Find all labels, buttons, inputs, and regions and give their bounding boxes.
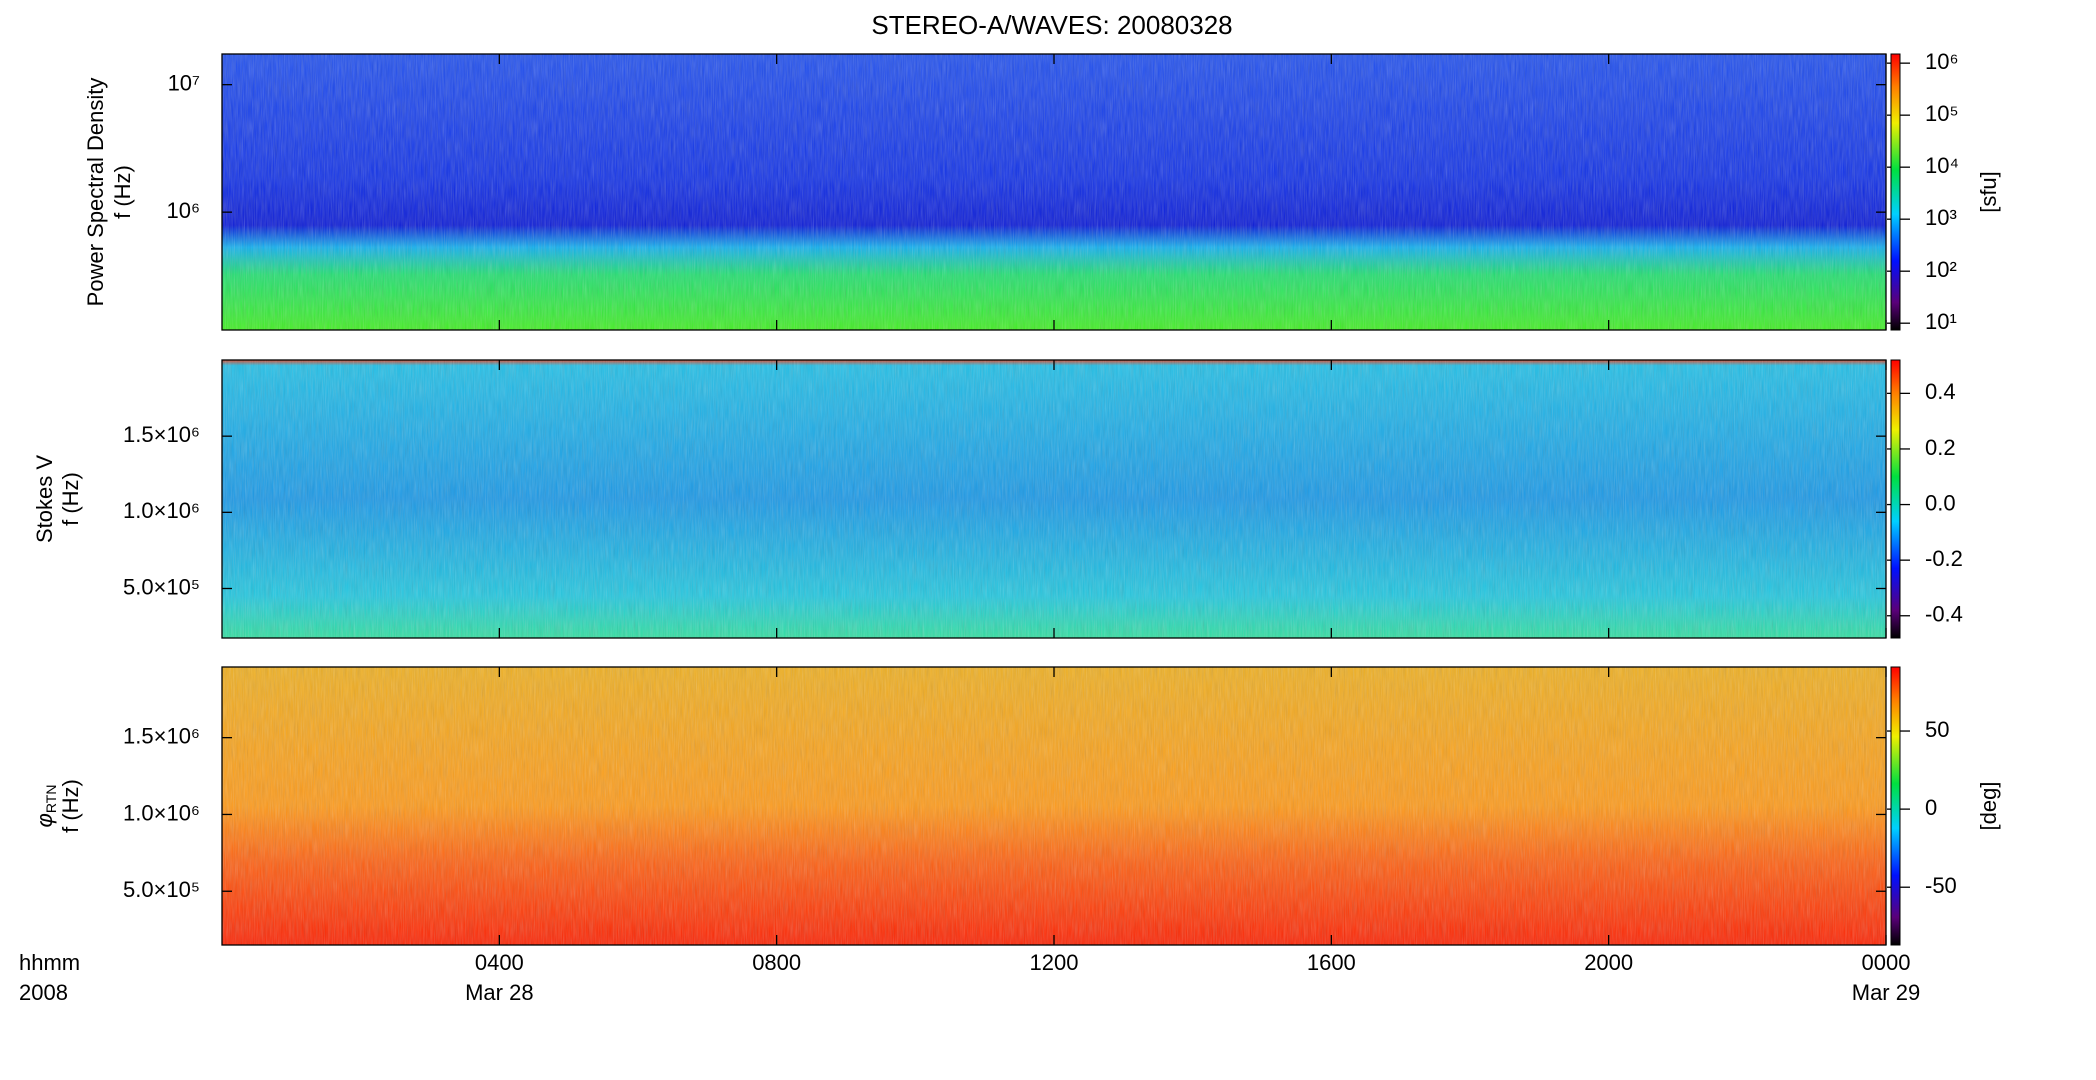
x-tick-date: Mar 29 — [1852, 980, 1920, 1005]
colorbar-label: [sfu] — [1976, 171, 2001, 213]
x-axis-title: 2008 — [19, 980, 68, 1005]
colorbar-tick-label: 50 — [1925, 717, 1949, 742]
colorbar-tick-label: 0.2 — [1925, 435, 1956, 460]
y-tick-label: 10⁷ — [168, 70, 200, 95]
y-tick-label: 1.5×10⁶ — [123, 422, 200, 447]
y-tick-label: 1.0×10⁶ — [123, 800, 200, 825]
x-tick-label: 1600 — [1307, 950, 1356, 975]
y-axis-label-subscript: RTN — [43, 785, 59, 814]
colorbar-label: [deg] — [1976, 782, 2001, 831]
y-tick-label: 1.5×10⁶ — [123, 723, 200, 748]
x-tick-date: Mar 28 — [465, 980, 533, 1005]
colorbar-tick-label: 0.0 — [1925, 490, 1956, 515]
colorbar-tick-label: 10⁴ — [1925, 153, 1959, 178]
spectrogram-texture — [222, 360, 1886, 638]
colorbar-tick-label: 10³ — [1925, 205, 1957, 230]
colorbar-tick-label: -0.2 — [1925, 546, 1963, 571]
x-tick-label: 0400 — [475, 950, 524, 975]
colorbar-tick-label: 10⁵ — [1925, 101, 1959, 126]
x-tick-label: 0800 — [752, 950, 801, 975]
colorbar-tick-label: -0.4 — [1925, 602, 1963, 627]
spectrogram-texture — [222, 667, 1886, 945]
y-axis-label: f (Hz) — [58, 472, 83, 526]
panel: 5.0×10⁵ 1.0×10⁶ 1.5×10⁶ φRTN f (Hz) -50 0 50 [de… — [32, 666, 2001, 946]
y-axis-label: Power Spectral Density — [83, 78, 108, 307]
y-axis-label: Stokes V — [32, 455, 57, 543]
x-tick-label: 1200 — [1030, 950, 1079, 975]
y-tick-label: 5.0×10⁵ — [123, 877, 200, 902]
y-axis-label: φRTN — [32, 785, 59, 828]
colorbar-tick-label: -50 — [1925, 873, 1957, 898]
colorbar-tick-label: 0.4 — [1925, 379, 1956, 404]
colorbar-tick-label: 0 — [1925, 795, 1937, 820]
colorbar-tick-label: 10² — [1925, 257, 1957, 282]
colorbar-tick-label: 10⁶ — [1925, 49, 1959, 74]
panel: 10⁶ 10⁷ Power Spectral Density f (Hz) 10¹ 10²… — [83, 49, 2001, 334]
figure-title: STEREO-A/WAVES: 20080328 — [871, 10, 1232, 40]
colorbar — [1890, 359, 1901, 639]
x-tick-label: 2000 — [1584, 950, 1633, 975]
y-tick-label: 1.0×10⁶ — [123, 498, 200, 523]
x-tick-label: 0000 — [1862, 950, 1911, 975]
colorbar-tick-label: 10¹ — [1925, 309, 1957, 334]
spectrogram-texture — [222, 54, 1886, 330]
y-axis-label-symbol: φ — [32, 813, 57, 827]
y-tick-label: 5.0×10⁵ — [123, 574, 200, 599]
x-axis-title: hhmm — [19, 950, 80, 975]
y-tick-label: 10⁶ — [166, 198, 200, 223]
colorbar — [1890, 666, 1901, 946]
colorbar — [1890, 53, 1901, 331]
y-axis-label: f (Hz) — [58, 779, 83, 833]
y-axis-label: f (Hz) — [110, 165, 135, 219]
